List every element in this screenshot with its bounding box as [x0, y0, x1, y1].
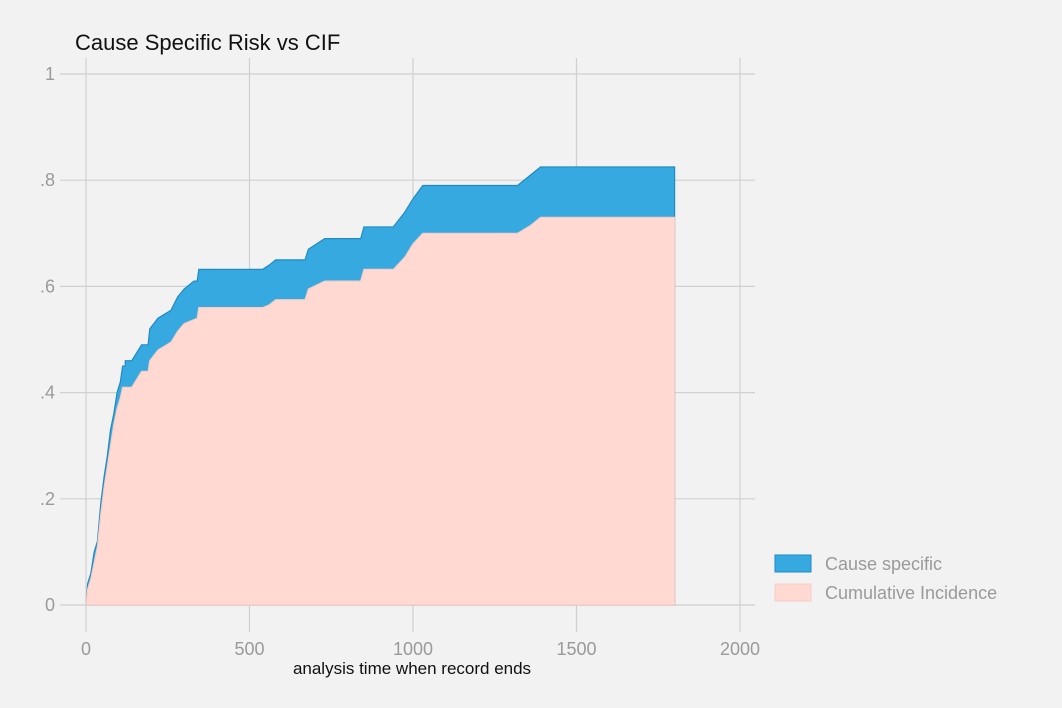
- x-tick-label-4: 2000: [720, 639, 760, 659]
- legend-label-cumulative-incidence: Cumulative Incidence: [825, 583, 997, 603]
- legend-swatch-cumulative-incidence: [774, 583, 812, 602]
- legend-swatch-cause-specific: [774, 554, 812, 573]
- area-series-cumulative-incidence: [85, 216, 676, 606]
- x-tick-label-0: 0: [81, 639, 91, 659]
- y-tick-label-5: 1: [45, 64, 55, 84]
- y-axis: 0 .2 .4 .6 .8 1: [40, 64, 55, 615]
- legend: Cause specific Cumulative Incidence: [774, 554, 997, 603]
- x-axis-label: analysis time when record ends: [293, 659, 531, 678]
- plot-area: [85, 166, 676, 606]
- legend-label-cause-specific: Cause specific: [825, 554, 942, 574]
- x-tick-label-1: 500: [234, 639, 264, 659]
- y-tick-label-2: .4: [40, 383, 55, 403]
- x-tick-label-2: 1000: [393, 639, 433, 659]
- y-tick-label-4: .8: [40, 170, 55, 190]
- y-tick-label-0: 0: [45, 595, 55, 615]
- x-tick-label-3: 1500: [556, 639, 596, 659]
- y-tick-label-1: .2: [40, 489, 55, 509]
- y-tick-label-3: .6: [40, 276, 55, 296]
- x-axis: 0 500 1000 1500 2000: [81, 639, 760, 659]
- chart-title: Cause Specific Risk vs CIF: [75, 30, 340, 55]
